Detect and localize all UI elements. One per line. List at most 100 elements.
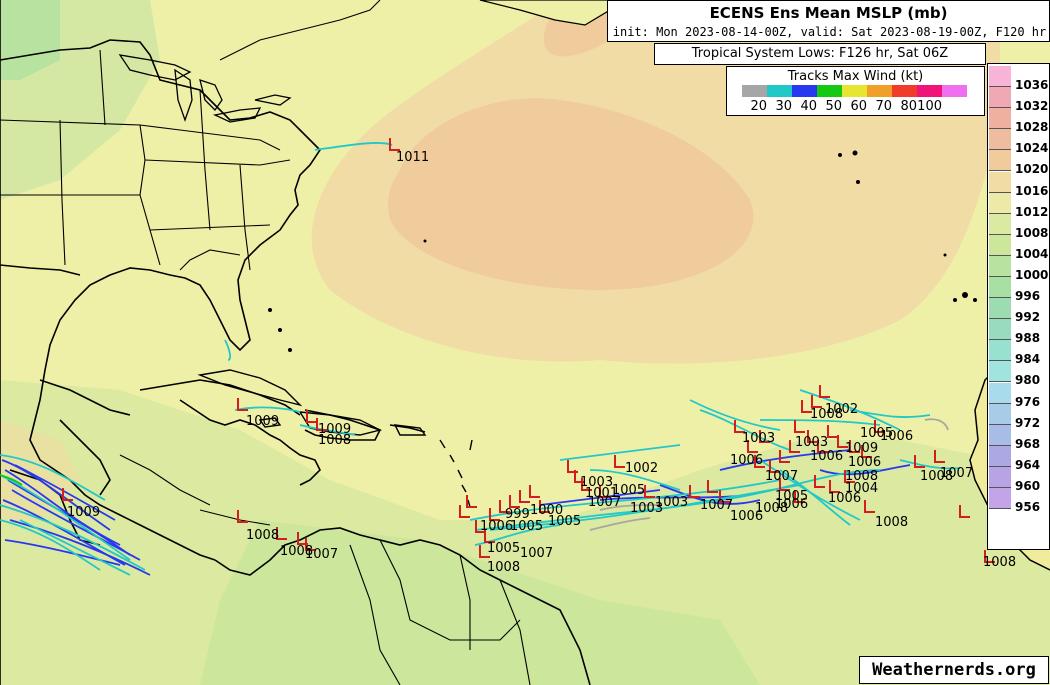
pressure-label: 1007 <box>305 547 338 562</box>
low-1000-nw <box>0 0 60 80</box>
pressure-label: 1008 <box>246 528 279 543</box>
colorbar-swatch <box>989 129 1011 151</box>
wind-level-label: 50 <box>825 99 842 114</box>
colorbar-swatch <box>989 424 1011 446</box>
pressure-label: 1008 <box>875 515 908 530</box>
wind-swatch <box>767 85 792 97</box>
wind-legend-title: Tracks Max Wind (kt) <box>787 69 924 84</box>
greenland-coast <box>479 0 611 26</box>
colorbar-swatch <box>989 298 1011 320</box>
wind-swatch <box>792 85 817 97</box>
colorbar-label: 1004 <box>1015 246 1049 261</box>
pressure-label: 1006 <box>848 455 881 470</box>
colorbar-label: 1008 <box>1015 225 1049 240</box>
wind-level-label: 80 <box>900 99 917 114</box>
colorbar-label: 1000 <box>1015 267 1049 282</box>
pressure-label: 1006 <box>810 449 843 464</box>
pressure-label: 1008 <box>755 501 788 516</box>
colorbar-label: 1032 <box>1015 99 1049 114</box>
pressure-labels: 1011 1009 1009 1008 1009 1008 1008 1007 … <box>67 150 1016 575</box>
wind-swatch <box>942 85 967 97</box>
pressure-label: 1004 <box>845 481 878 496</box>
pressure-label: 1008 <box>983 555 1016 570</box>
wind-swatch <box>867 85 892 97</box>
title-box: ECENS Ens Mean MSLP (mb) init: Mon 2023-… <box>607 0 1050 42</box>
colorbar-label: 996 <box>1015 289 1041 303</box>
colorbar-swatch <box>989 382 1011 404</box>
pressure-label: 1005 <box>860 426 893 441</box>
colorbar-label: 1028 <box>1015 120 1049 135</box>
pressure-label: 1003 <box>580 475 613 490</box>
wind-level-label: 40 <box>800 99 817 114</box>
wind-swatches <box>742 85 967 97</box>
pressure-label: 1008 <box>920 469 953 484</box>
colorbar-label: 956 <box>1015 500 1041 514</box>
colorbar-label: 976 <box>1015 394 1041 409</box>
wind-legend: Tracks Max Wind (kt) 20 30 40 50 60 70 80 100 <box>726 66 985 116</box>
pressure-label: 1008 <box>845 469 878 484</box>
colorbar-swatch <box>989 319 1011 341</box>
pressure-label: 1003 <box>795 435 828 450</box>
wind-level-label: 20 <box>750 99 767 114</box>
pressure-label: 1006 <box>828 491 861 506</box>
colorbar-swatch <box>989 445 1011 467</box>
colorbar-swatch <box>989 192 1011 214</box>
pressure-label: 1007 <box>520 546 553 561</box>
pressure-label: 1002 <box>625 461 658 476</box>
pressure-label: 1002 <box>825 402 858 417</box>
chart-subtitle: init: Mon 2023-08-14-00Z, valid: Sat 202… <box>612 25 1047 39</box>
wind-labels: 20 30 40 50 60 70 80 100 <box>742 99 942 114</box>
colorbar-label: 1016 <box>1015 183 1049 198</box>
pressure-label: 1011 <box>396 150 429 165</box>
pressure-label: 1003 <box>742 431 775 446</box>
pressure-label: 1007 <box>940 466 973 481</box>
colorbar-swatch <box>989 150 1011 172</box>
pressure-label: 999 <box>505 507 530 522</box>
pressure-label: 1003 <box>630 501 663 516</box>
colorbar-swatch <box>989 171 1011 193</box>
pressure-label: 1003 <box>655 495 688 510</box>
pressure-label: 1006 <box>480 519 513 534</box>
colorbar-label: 1012 <box>1015 204 1049 219</box>
chart-title: ECENS Ens Mean MSLP (mb) <box>709 4 948 22</box>
colorbar-swatch <box>989 66 1011 87</box>
sa-1004-area <box>200 520 760 685</box>
wind-swatch <box>817 85 842 97</box>
colorbar-label: 988 <box>1015 331 1041 346</box>
colorbar-label: 1024 <box>1015 141 1049 156</box>
pressure-colorbar: 1036 1032 1028 1024 1020 1016 1012 1008 1004 1000… <box>987 63 1050 550</box>
political-borders <box>0 0 531 685</box>
colorbar-label: 980 <box>1015 373 1041 388</box>
colorbar-swatch <box>989 234 1011 256</box>
pressure-label: 1005 <box>548 514 581 529</box>
colorbar-label: 1036 <box>1015 78 1049 92</box>
great-lakes <box>118 54 292 123</box>
colorbar-swatch <box>989 361 1011 383</box>
pressure-label: 1007 <box>700 498 733 513</box>
colorbar-swatch <box>989 340 1011 362</box>
wind-swatch <box>917 85 942 97</box>
colorbar-swatch <box>989 277 1011 298</box>
colorbar-label: 968 <box>1015 436 1041 451</box>
pressure-label: 1008 <box>810 407 843 422</box>
colorbar-swatch <box>989 403 1011 425</box>
colorbar-swatch <box>989 87 1011 109</box>
wind-swatch <box>742 85 767 97</box>
pressure-label: 1007 <box>588 495 621 510</box>
pressure-label: 1008 <box>318 433 351 448</box>
small-islands <box>268 150 977 352</box>
pressure-label: 1000 <box>530 503 563 518</box>
wind-level-label: 30 <box>775 99 792 114</box>
pressure-label: 1009 <box>246 414 279 429</box>
colorbar-swatch <box>989 213 1011 235</box>
high-1020-center <box>388 98 754 290</box>
colorbar-swatch <box>989 488 1011 509</box>
pressure-label: 1005 <box>775 489 808 504</box>
colorbar-label: 992 <box>1015 310 1041 325</box>
wind-level-label: 100 <box>917 99 942 114</box>
low-markers <box>62 138 995 563</box>
colorbar-label: 972 <box>1015 415 1041 430</box>
colorbar-swatch <box>989 108 1011 130</box>
colorbar-swatch <box>989 466 1011 488</box>
wind-level-label: 60 <box>850 99 867 114</box>
